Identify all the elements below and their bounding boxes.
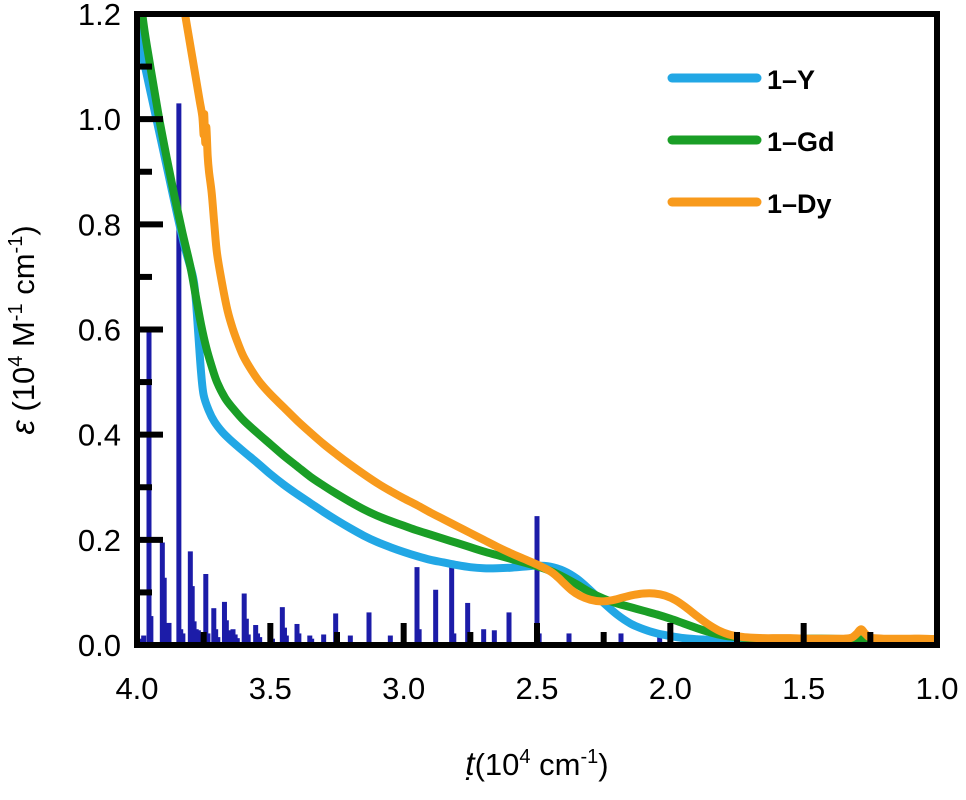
y-tick-label: 0.2 [78, 523, 121, 558]
legend: 1–Y 1–Gd 1–Dy [667, 65, 835, 219]
y-tick-label: 1.0 [78, 102, 121, 137]
y-axis-tick-labels: 0.0 0.2 0.4 0.6 0.8 1.0 1.2 [78, 0, 121, 663]
x-axis-ticks [134, 623, 940, 645]
x-tick-label: 2.5 [515, 671, 558, 706]
x-axis-tick-labels: 4.0 3.5 3.0 2.5 2.0 1.5 1.0 [115, 671, 958, 706]
y-tick-label: 0.4 [78, 418, 121, 453]
x-tick-label: 3.0 [382, 671, 425, 706]
x-axis-title: ṭ(104 cm-1) [465, 745, 608, 782]
legend-label-1: 1–Gd [767, 127, 835, 157]
curve-1gd [138, 14, 937, 644]
y-tick-label: 1.2 [78, 0, 121, 32]
x-tick-label: 2.0 [649, 671, 692, 706]
curve-1dy [181, 14, 937, 644]
x-tick-label: 1.0 [915, 671, 958, 706]
y-tick-label: 0.8 [78, 207, 121, 242]
x-tick-label: 4.0 [115, 671, 158, 706]
legend-label-2: 1–Dy [767, 189, 832, 219]
spectra-curves [137, 14, 937, 645]
legend-label-0: 1–Y [767, 65, 815, 95]
curve-1y [137, 23, 937, 645]
x-tick-label: 1.5 [782, 671, 825, 706]
y-axis-ticks [137, 11, 163, 648]
y-axis-title: ε (104 M-1 cm-1) [4, 225, 41, 434]
y-tick-label: 0.6 [78, 313, 121, 348]
x-tick-label: 3.5 [249, 671, 292, 706]
y-tick-label: 0.0 [78, 628, 121, 663]
